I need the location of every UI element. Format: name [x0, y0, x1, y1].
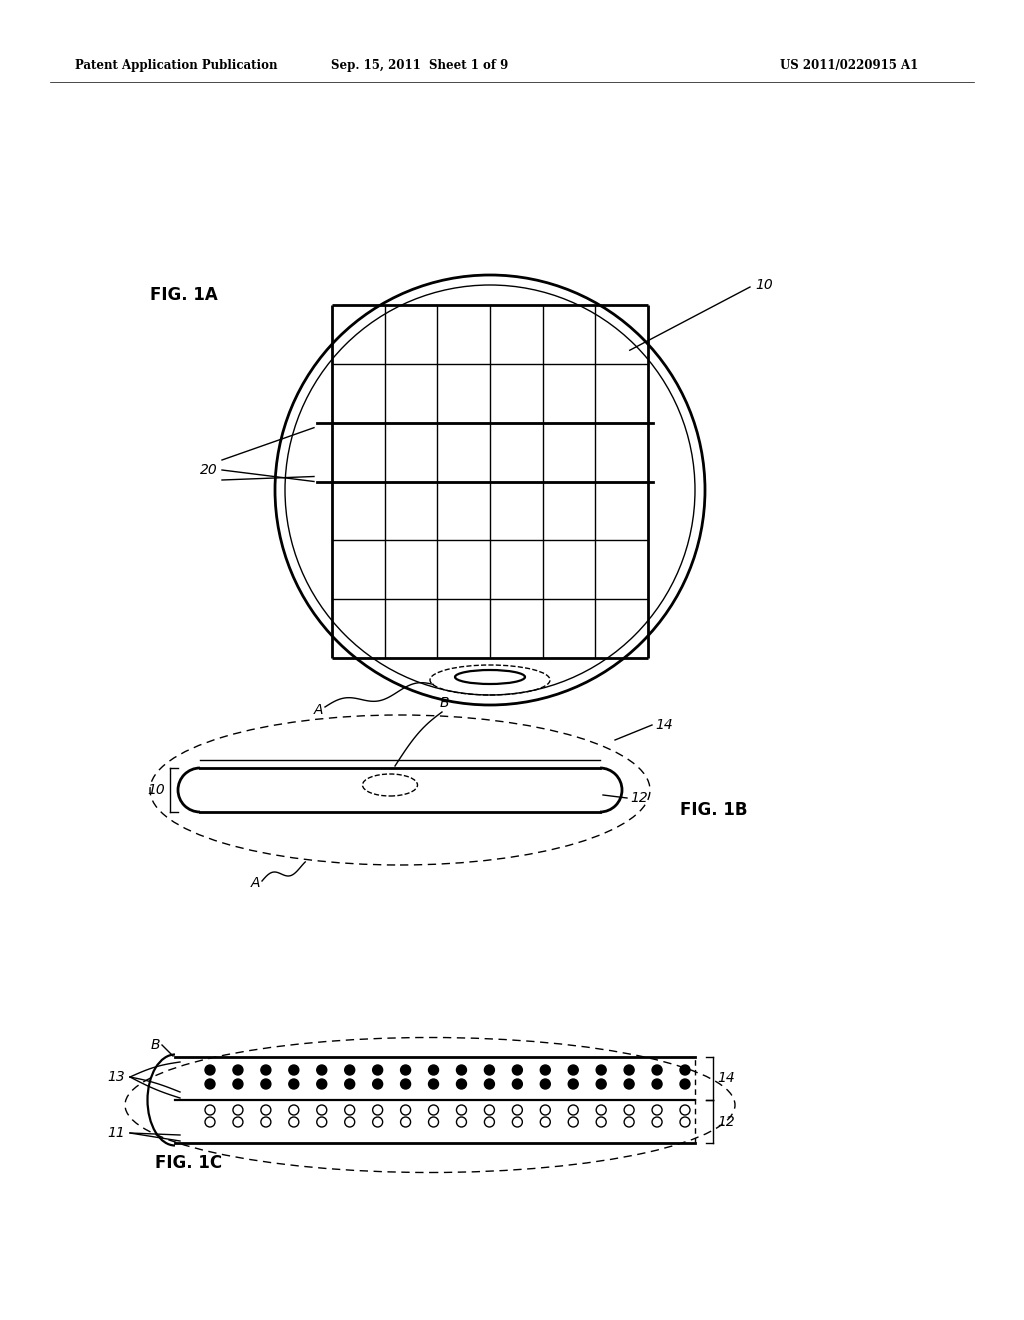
- Circle shape: [400, 1078, 411, 1089]
- Circle shape: [680, 1065, 690, 1074]
- Text: A: A: [250, 876, 260, 890]
- Circle shape: [373, 1078, 383, 1089]
- Text: US 2011/0220915 A1: US 2011/0220915 A1: [780, 58, 919, 71]
- Text: A: A: [313, 704, 323, 717]
- Circle shape: [568, 1065, 579, 1074]
- Circle shape: [568, 1078, 579, 1089]
- Circle shape: [205, 1065, 215, 1074]
- Circle shape: [624, 1078, 634, 1089]
- Circle shape: [289, 1078, 299, 1089]
- Circle shape: [680, 1078, 690, 1089]
- Circle shape: [457, 1078, 467, 1089]
- Circle shape: [373, 1065, 383, 1074]
- Text: 20: 20: [201, 463, 218, 477]
- Circle shape: [261, 1078, 271, 1089]
- Circle shape: [232, 1078, 243, 1089]
- Text: 14: 14: [655, 718, 673, 733]
- Circle shape: [541, 1078, 550, 1089]
- Circle shape: [652, 1065, 663, 1074]
- Circle shape: [289, 1065, 299, 1074]
- Text: 12: 12: [630, 791, 648, 805]
- Text: 10: 10: [147, 783, 165, 797]
- Circle shape: [345, 1078, 354, 1089]
- Circle shape: [541, 1065, 550, 1074]
- Circle shape: [428, 1065, 438, 1074]
- Circle shape: [316, 1065, 327, 1074]
- Circle shape: [512, 1065, 522, 1074]
- Circle shape: [232, 1065, 243, 1074]
- Circle shape: [261, 1065, 271, 1074]
- Circle shape: [596, 1065, 606, 1074]
- Circle shape: [316, 1078, 327, 1089]
- Text: Patent Application Publication: Patent Application Publication: [75, 58, 278, 71]
- Circle shape: [512, 1078, 522, 1089]
- Text: Sep. 15, 2011  Sheet 1 of 9: Sep. 15, 2011 Sheet 1 of 9: [332, 58, 509, 71]
- Text: 14: 14: [717, 1072, 735, 1085]
- Circle shape: [596, 1078, 606, 1089]
- Circle shape: [400, 1065, 411, 1074]
- Circle shape: [484, 1078, 495, 1089]
- Text: 12: 12: [717, 1114, 735, 1129]
- Text: B: B: [440, 696, 450, 710]
- Circle shape: [624, 1065, 634, 1074]
- Circle shape: [345, 1065, 354, 1074]
- Circle shape: [457, 1065, 467, 1074]
- Circle shape: [484, 1065, 495, 1074]
- Text: 13: 13: [108, 1071, 125, 1084]
- Text: FIG. 1B: FIG. 1B: [680, 801, 748, 818]
- Circle shape: [428, 1078, 438, 1089]
- Circle shape: [652, 1078, 663, 1089]
- Text: FIG. 1A: FIG. 1A: [150, 286, 218, 304]
- Text: 11: 11: [108, 1126, 125, 1140]
- Text: B: B: [151, 1038, 160, 1052]
- Text: FIG. 1C: FIG. 1C: [155, 1154, 222, 1172]
- Circle shape: [205, 1078, 215, 1089]
- Text: 10: 10: [755, 279, 773, 292]
